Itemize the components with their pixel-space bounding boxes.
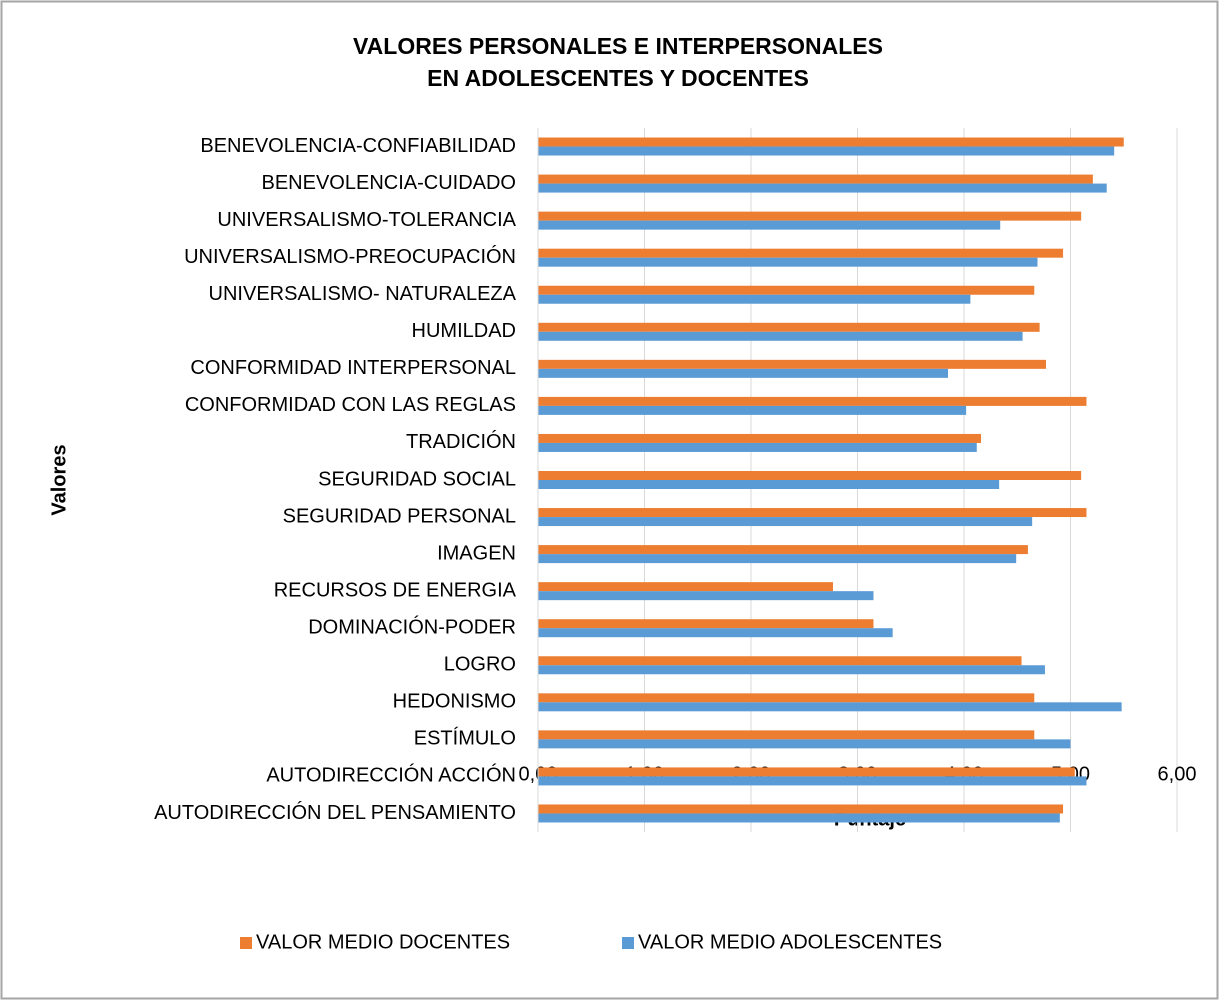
bar [538, 545, 1028, 555]
bar [538, 591, 874, 601]
bar [538, 359, 1047, 369]
bar [538, 220, 1001, 230]
y-tick-label: UNIVERSALISMO- NATURALEZA [209, 283, 517, 305]
bar [538, 480, 1000, 489]
bar [538, 628, 893, 638]
bar [538, 174, 1093, 184]
y-tick-label: AUTODIRECCIÓN ACCIÓN [266, 764, 516, 787]
y-tick-label: SEGURIDAD PERSONAL [283, 505, 516, 527]
y-tick-label: AUTODIRECCIÓN DEL PENSAMIENTO [154, 801, 516, 824]
legend-label: VALOR MEDIO DOCENTES [256, 931, 510, 953]
bar [538, 396, 1087, 406]
bar [538, 146, 1115, 156]
y-tick-label: DOMINACIÓN-PODER [308, 615, 516, 638]
bar [538, 248, 1064, 258]
bar [538, 554, 1017, 564]
y-tick-label: HEDONISMO [393, 691, 516, 713]
y-tick-label: BENEVOLENCIA-CONFIABILIDAD [200, 135, 516, 157]
y-tick-label: TRADICIÓN [406, 430, 516, 453]
chart-subtitle: EN ADOLESCENTES Y DOCENTES [427, 65, 809, 91]
bar [538, 183, 1107, 193]
bar [538, 211, 1082, 221]
y-tick-label: IMAGEN [437, 542, 516, 564]
bar [538, 368, 949, 378]
y-tick-label: UNIVERSALISMO-TOLERANCIA [217, 209, 516, 231]
bar [538, 693, 1035, 703]
bar [538, 619, 874, 629]
bar [538, 517, 1033, 527]
y-tick-label: CONFORMIDAD CON LAS REGLAS [185, 394, 516, 416]
y-tick-label: HUMILDAD [412, 320, 516, 342]
y-tick-label: RECURSOS DE ENERGIA [274, 579, 517, 601]
bar [538, 665, 1045, 675]
y-tick-label: LOGRO [444, 654, 516, 676]
y-tick-label: UNIVERSALISMO-PREOCUPACIÓN [184, 245, 516, 268]
bar [538, 702, 1122, 712]
legend-label: VALOR MEDIO ADOLESCENTES [638, 931, 942, 953]
bar [538, 656, 1022, 666]
x-tick-label: 6,00 [1158, 763, 1197, 785]
bar [538, 471, 1082, 480]
y-tick-label: BENEVOLENCIA-CUIDADO [262, 172, 517, 194]
bar [538, 739, 1071, 749]
bar [538, 730, 1035, 740]
y-tick-label: ESTÍMULO [414, 727, 516, 750]
legend-swatch [240, 937, 252, 949]
bar [538, 285, 1035, 295]
bar [538, 582, 834, 592]
bar [538, 804, 1064, 814]
bar [538, 776, 1087, 786]
y-tick-label: SEGURIDAD SOCIAL [318, 468, 516, 490]
bar [538, 508, 1087, 518]
bar [538, 294, 971, 304]
legend-swatch [622, 937, 634, 949]
bar [538, 137, 1124, 147]
bar [538, 405, 967, 415]
bar [538, 433, 982, 443]
bar [538, 813, 1060, 823]
y-tick-label: CONFORMIDAD INTERPERSONAL [190, 357, 516, 379]
bar [538, 767, 1075, 777]
bar [538, 257, 1038, 267]
bar [538, 322, 1040, 332]
bar [538, 331, 1023, 341]
chart-title: VALORES PERSONALES E INTERPERSONALES [353, 33, 883, 59]
bar [538, 442, 977, 452]
y-axis-label: Valores [48, 444, 70, 515]
